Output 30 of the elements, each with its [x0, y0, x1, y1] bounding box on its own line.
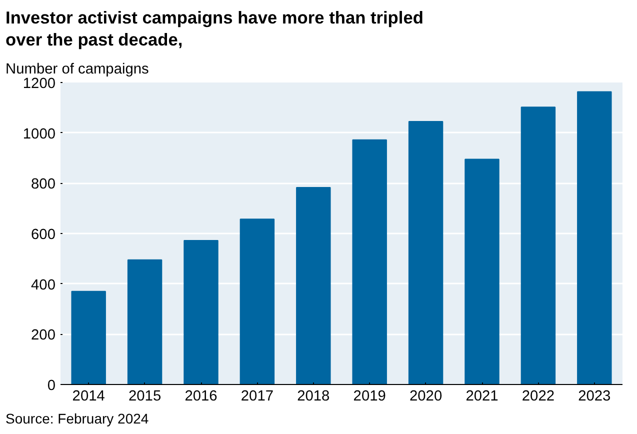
x-tick-label: 2020: [410, 388, 442, 404]
chart-subtitle: Number of campaigns: [6, 62, 149, 78]
source-note: Source: February 2024: [6, 410, 149, 426]
y-tick-label: 0: [47, 378, 56, 394]
bar: [577, 91, 612, 384]
y-tick-label: 800: [31, 176, 56, 193]
bar: [464, 158, 500, 384]
bar: [71, 290, 106, 384]
x-tick-label: 2017: [240, 388, 274, 404]
bar: [296, 186, 331, 384]
y-tick-label: 400: [31, 277, 56, 294]
x-tick-label: 2019: [353, 388, 386, 404]
x-tick-label: 2018: [297, 388, 330, 404]
bar: [127, 259, 162, 384]
x-tick-label: 2016: [184, 388, 218, 404]
x-tick-label: 2014: [72, 388, 105, 404]
bar: [352, 139, 387, 384]
y-tick-label: 600: [31, 227, 56, 243]
bar: [408, 121, 444, 384]
x-tick-label: 2023: [578, 388, 611, 404]
y-tick-label: 1200: [22, 76, 56, 92]
x-tick-label: 2022: [522, 388, 555, 404]
y-tick-label: 1000: [22, 126, 56, 142]
x-tick-label: 2015: [128, 388, 162, 404]
bar: [520, 106, 556, 384]
y-tick-label: 200: [31, 328, 56, 344]
chart-title: Investor activist campaigns have more than tripled over the past decade,: [6, 8, 424, 50]
bar: [240, 218, 275, 384]
bar: [184, 240, 218, 384]
x-tick-label: 2021: [466, 388, 498, 404]
